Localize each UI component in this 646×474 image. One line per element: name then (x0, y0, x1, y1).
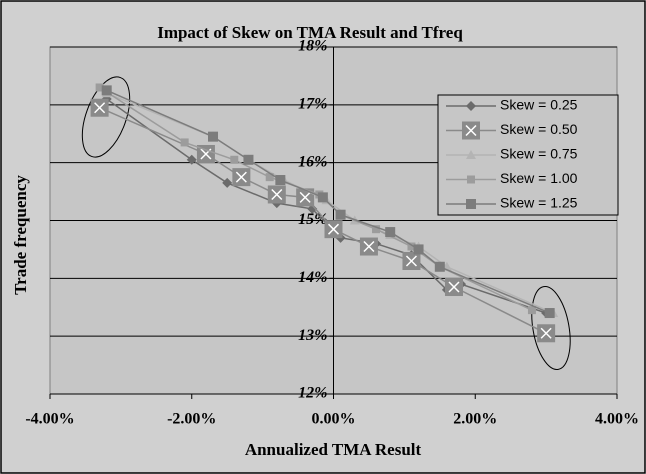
legend-label: Skew = 1.00 (500, 170, 578, 186)
point (275, 175, 286, 186)
point (265, 173, 274, 182)
y-tick-label: 16% (298, 153, 327, 170)
x-tick-label: -4.00% (25, 411, 74, 428)
highlight-ellipse (81, 76, 131, 158)
point-cross (540, 327, 552, 339)
point (385, 227, 396, 238)
y-tick-label: 14% (298, 269, 327, 286)
y-tick-label: 12% (298, 385, 327, 402)
y-tick-label: 15% (298, 211, 327, 228)
series-line (99, 107, 547, 334)
x-tick-label: 4.00% (595, 411, 639, 428)
point (95, 83, 104, 92)
y-tick-label: 13% (298, 327, 327, 344)
y-axis-label: Trade frequency (11, 175, 30, 295)
legend-label: Skew = 0.75 (500, 146, 578, 162)
point (101, 85, 112, 96)
legend-label: Skew = 0.25 (500, 97, 578, 113)
point (243, 154, 254, 165)
point (407, 242, 416, 251)
x-tick-label: -2.00% (167, 411, 216, 428)
point (466, 101, 476, 111)
point (307, 203, 318, 214)
point (372, 225, 381, 234)
point (317, 192, 328, 203)
point-cross (363, 240, 375, 253)
legend-label: Skew = 0.50 (500, 121, 578, 137)
point-cross (271, 188, 283, 201)
x-tick-label: 0.00% (312, 411, 356, 428)
point (466, 199, 476, 209)
x-tick-label: 2.00% (453, 411, 497, 428)
series (101, 85, 555, 319)
point-cross (327, 223, 340, 235)
point (544, 308, 555, 319)
point (230, 155, 239, 164)
x-axis-label: Annualized TMA Result (245, 440, 422, 459)
point (467, 175, 475, 184)
point (413, 244, 424, 255)
point-cross (299, 191, 311, 203)
point-cross (448, 281, 460, 293)
annotations (81, 76, 571, 370)
point-cross (405, 255, 417, 267)
series (90, 98, 556, 343)
point (434, 261, 445, 272)
legend: Skew = 0.25 Skew = 0.50 Skew = 0.75 Skew = … (437, 94, 619, 216)
point (527, 306, 536, 315)
series-line (106, 89, 550, 314)
point-cross (94, 102, 106, 114)
point (186, 154, 197, 165)
point-cross (235, 171, 247, 183)
point (335, 209, 346, 220)
y-tick-label: 17% (298, 96, 327, 113)
point (466, 150, 476, 159)
chart-title: Impact of Skew on TMA Result and Tfreq (157, 23, 463, 42)
highlight-ellipse (531, 286, 571, 370)
point (208, 131, 219, 142)
point (180, 138, 189, 147)
legend-label: Skew = 1.25 (500, 195, 578, 211)
series-layer (90, 83, 559, 343)
point-cross (465, 124, 477, 137)
point (222, 177, 233, 188)
y-tick-label: 18% (298, 38, 327, 55)
